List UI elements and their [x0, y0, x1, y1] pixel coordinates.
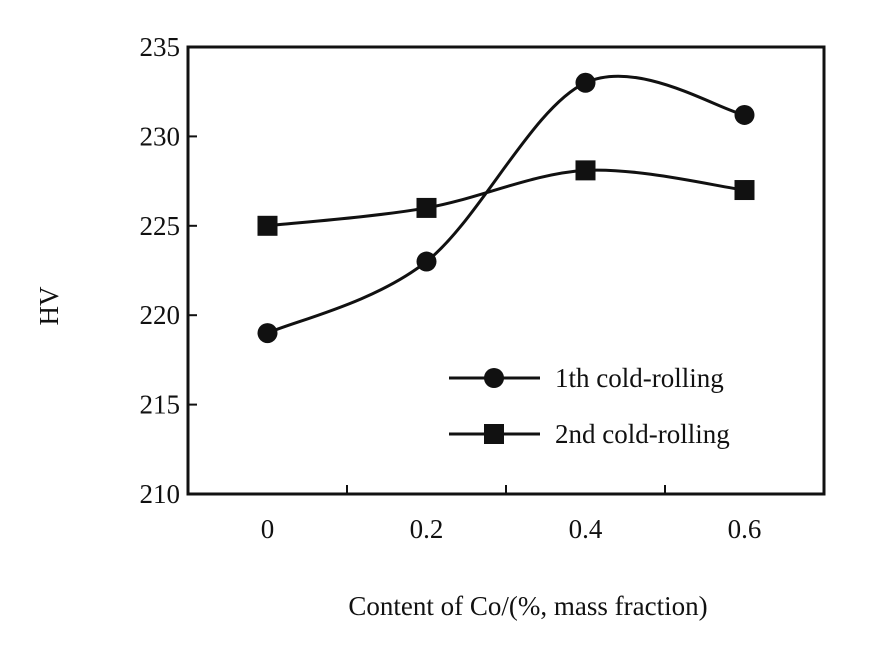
legend: 1th cold-rolling 2nd cold-rolling: [449, 363, 730, 449]
y-tick-label: 235: [140, 32, 181, 62]
y-axis: 210 215 220 225 230 235: [140, 32, 197, 509]
legend-label: 2nd cold-rolling: [555, 419, 730, 449]
y-tick-label: 220: [140, 300, 181, 330]
legend-item: 1th cold-rolling: [449, 363, 724, 393]
data-point-square: [575, 160, 596, 181]
y-tick-label: 215: [140, 390, 181, 420]
y-tick-label: 225: [140, 211, 181, 241]
x-axis: 0 0.2 0.4 0.6: [261, 485, 762, 544]
data-point-circle: [734, 104, 755, 125]
legend-marker-circle: [484, 368, 504, 388]
x-tick-label: 0: [261, 514, 275, 544]
data-point-circle: [416, 251, 437, 272]
y-axis-title: HV: [34, 286, 64, 325]
data-point-circle: [257, 323, 278, 344]
x-axis-title: Content of Co/(%, mass fraction): [348, 591, 707, 621]
series-1: [257, 72, 755, 344]
x-tick-label: 0.4: [569, 514, 603, 544]
data-point-square: [257, 215, 278, 236]
y-tick-label: 210: [140, 479, 181, 509]
series-line: [266, 74, 745, 335]
data-point-square: [416, 197, 437, 218]
legend-item: 2nd cold-rolling: [449, 419, 730, 449]
data-point-square: [734, 180, 755, 201]
legend-label: 1th cold-rolling: [555, 363, 724, 393]
series-2: [257, 160, 755, 236]
data-point-circle: [575, 72, 596, 93]
legend-marker-square: [484, 424, 504, 444]
y-tick-label: 230: [140, 121, 181, 151]
x-tick-label: 0.6: [728, 514, 762, 544]
series-layer: [257, 72, 755, 344]
x-tick-label: 0.2: [410, 514, 444, 544]
series-line: [267, 168, 745, 228]
